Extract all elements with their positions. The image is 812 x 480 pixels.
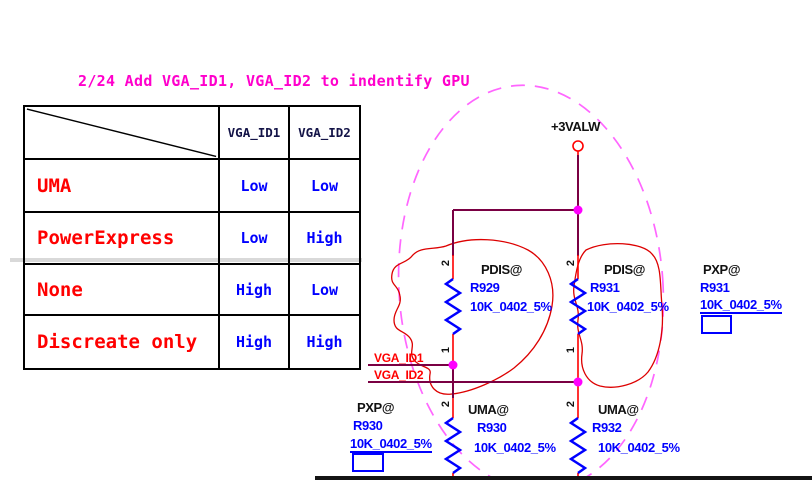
r929-value: 10K_0402_5% [470, 299, 552, 314]
pin-number: 2 [565, 260, 577, 266]
row-label-none: None [25, 265, 220, 316]
r931-refdes: R931 [590, 280, 620, 295]
none-id1-value: High [220, 265, 290, 316]
gpu-mode-table: VGA_ID1 VGA_ID2 UMA Low Low PowerExpress… [23, 105, 361, 370]
annotation-circle-r931 [573, 242, 664, 388]
resistor-symbol-r929 [443, 277, 463, 336]
junction-dot [448, 360, 458, 370]
row-divider-shadow [10, 258, 362, 262]
r929-function-label: PDIS@ [481, 262, 523, 277]
pin-number: 1 [440, 347, 452, 353]
table-corner-cell [25, 107, 220, 160]
pxp-r930-value: 10K_0402_5% [350, 436, 432, 453]
r931-value: 10K_0402_5% [587, 299, 669, 314]
r932-value: 10K_0402_5% [598, 440, 680, 455]
r932-refdes: R932 [592, 420, 622, 435]
uma-id1-value: Low [220, 160, 290, 213]
none-id2-value: Low [290, 265, 359, 316]
pin-number: 2 [440, 401, 452, 407]
net-label-vga-id1: VGA_ID1 [374, 351, 424, 365]
pxp-r931-placeholder-box [701, 315, 732, 334]
pin-number: 2 [565, 401, 577, 407]
power-net-label: +3VALW [551, 119, 601, 134]
highlight-ellipse [397, 84, 665, 480]
diagonal-line [25, 107, 218, 158]
resistor-symbol-r931 [568, 277, 588, 336]
pxp-r931-value: 10K_0402_5% [700, 297, 782, 314]
powerexpress-id1-value: Low [220, 213, 290, 265]
row-label-uma: UMA [25, 160, 220, 213]
bottom-bar [315, 476, 812, 480]
row-label-discreate-only: Discreate only [25, 316, 220, 368]
power-symbol [572, 140, 584, 152]
pxp-r930-function-label: PXP@ [357, 400, 395, 415]
resistor-symbol-r930 [443, 416, 463, 475]
pxp-r931-refdes: R931 [700, 280, 730, 295]
discreate-id2-value: High [306, 333, 343, 351]
r932-function-label: UMA@ [598, 402, 639, 417]
pin-number: 2 [440, 260, 452, 266]
r929-refdes: R929 [470, 280, 500, 295]
junction-dot [573, 205, 583, 215]
row-label-powerexpress: PowerExpress [25, 213, 220, 265]
r930-refdes: R930 [477, 420, 507, 435]
pin-number: 1 [565, 347, 577, 353]
r931-function-label: PDIS@ [604, 262, 646, 277]
pxp-r931-function-label: PXP@ [703, 262, 741, 277]
column-header-vga-id1: VGA_ID1 [220, 107, 290, 160]
discreate-id1-value: High [220, 316, 290, 368]
column-header-vga-id2: VGA_ID2 [290, 107, 359, 160]
pxp-r930-refdes: R930 [353, 418, 383, 433]
r930-value: 10K_0402_5% [474, 440, 556, 455]
pxp-r930-placeholder-box [352, 453, 384, 472]
r930-function-label: UMA@ [468, 402, 509, 417]
page-title: 2/24 Add VGA_ID1, VGA_ID2 to indentify G… [78, 72, 470, 90]
junction-dot [573, 377, 583, 387]
powerexpress-id2-value: High [290, 213, 359, 265]
annotation-circle-r929 [391, 238, 554, 395]
net-label-vga-id2: VGA_ID2 [374, 368, 424, 382]
wire-net [368, 155, 579, 398]
uma-id2-value: Low [290, 160, 359, 213]
resistor-symbol-r932 [568, 416, 588, 475]
